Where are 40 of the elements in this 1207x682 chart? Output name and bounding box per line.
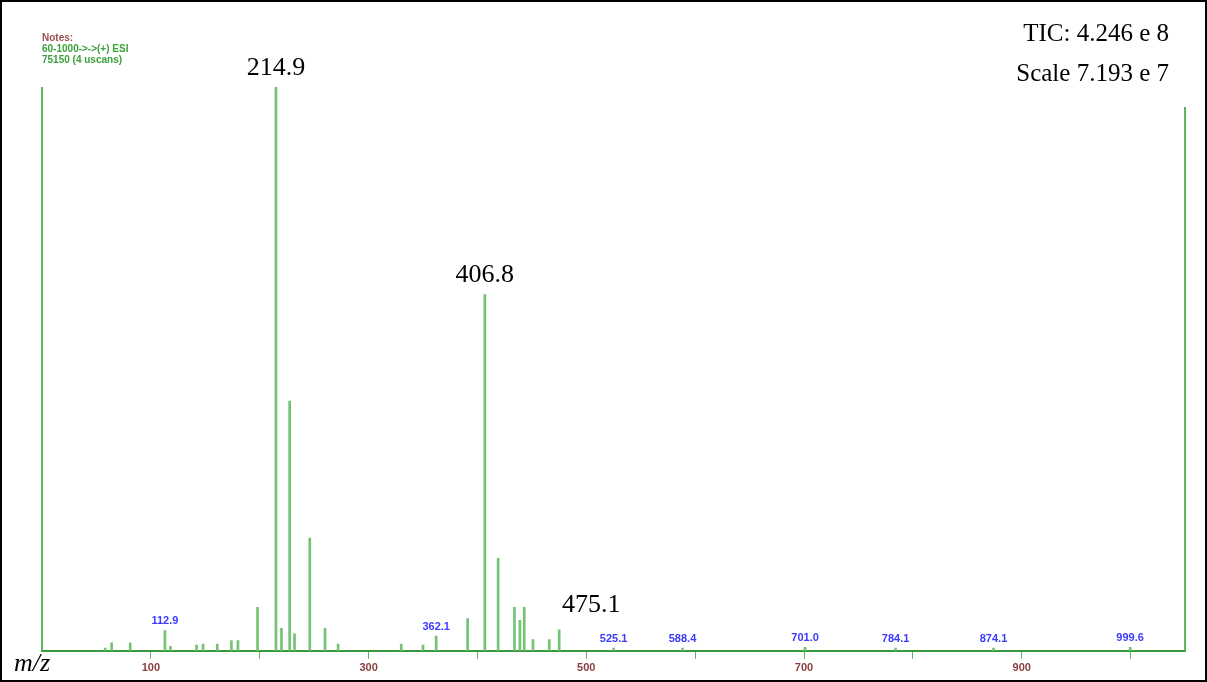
annotation: 874.1 xyxy=(979,631,1008,644)
text: Scale 7.193 e 7 xyxy=(1016,58,1169,88)
text: 60-1000->->(+) ESI xyxy=(42,43,129,54)
bar xyxy=(399,643,403,651)
x-axis-title: m/z xyxy=(14,648,51,678)
text: Notes: xyxy=(42,32,74,43)
annotation: 784.1 xyxy=(881,631,910,644)
x-tick-label: 300 xyxy=(359,661,378,674)
bar xyxy=(169,645,172,651)
bar xyxy=(308,537,312,651)
bar xyxy=(522,607,526,651)
annotation: 701.0 xyxy=(791,630,819,643)
bar xyxy=(434,635,438,651)
bar xyxy=(195,644,198,651)
x-tick-label: 900 xyxy=(1012,661,1031,674)
bar xyxy=(230,640,233,651)
x-tick-label: 100 xyxy=(141,661,161,674)
bar xyxy=(215,643,219,651)
bar xyxy=(513,607,516,651)
text: 75150 (4 uscans) xyxy=(42,54,123,65)
bar xyxy=(110,642,113,651)
annotation: 588.4 xyxy=(668,631,698,644)
annotation: 214.9 xyxy=(246,51,306,81)
annotation: 475.1 xyxy=(561,588,621,618)
bar xyxy=(256,607,259,651)
annotation: 362.1 xyxy=(422,619,450,632)
bar xyxy=(547,639,551,651)
x-tick-label: 500 xyxy=(577,661,596,674)
bar xyxy=(466,618,469,651)
annotation: 999.6 xyxy=(1116,630,1144,643)
bar xyxy=(280,627,283,651)
text: TIC: 4.246 e 8 xyxy=(1023,18,1169,48)
bar xyxy=(288,400,291,651)
annotation: 406.8 xyxy=(455,259,515,289)
bar xyxy=(557,629,561,651)
bar xyxy=(293,633,296,651)
x-tick-label: 700 xyxy=(794,661,814,674)
bar xyxy=(128,642,132,651)
annotation: 525.1 xyxy=(599,631,628,644)
annotation: 112.9 xyxy=(151,614,179,627)
